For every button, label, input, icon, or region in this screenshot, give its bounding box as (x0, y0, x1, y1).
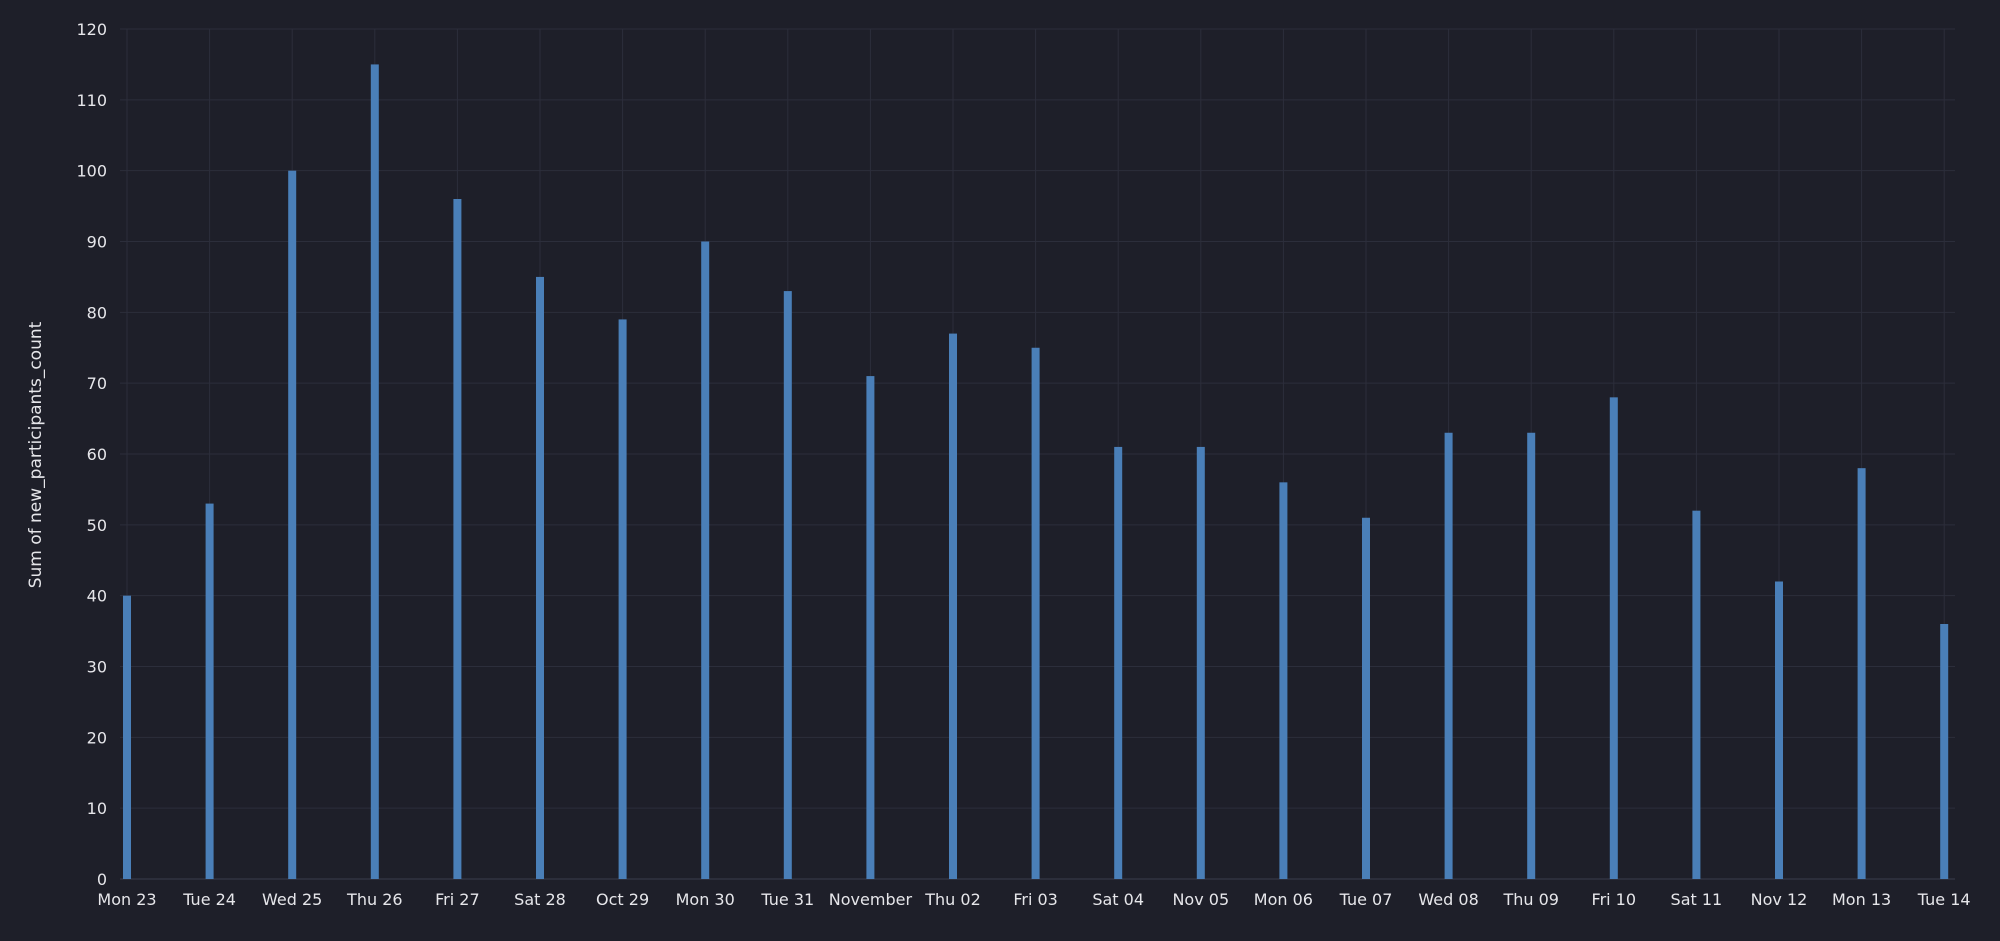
bar[interactable] (205, 503, 214, 879)
bar[interactable] (1114, 446, 1123, 879)
bar[interactable] (1857, 468, 1866, 879)
bar[interactable] (1031, 347, 1040, 879)
x-tick-label: November (829, 890, 913, 909)
x-tick-label: Sat 04 (1092, 890, 1144, 909)
x-tick-label: Thu 09 (1502, 890, 1559, 909)
bar[interactable] (1196, 446, 1205, 879)
y-tick-label: 60 (87, 445, 107, 464)
bar[interactable] (1940, 624, 1949, 879)
y-tick-label: 90 (87, 233, 107, 252)
y-tick-label: 40 (87, 587, 107, 606)
x-tick-label: Mon 06 (1254, 890, 1313, 909)
x-tick-label: Wed 08 (1418, 890, 1478, 909)
bar[interactable] (1444, 432, 1453, 879)
bar[interactable] (866, 376, 875, 879)
bar[interactable] (288, 170, 297, 879)
x-tick-label: Thu 02 (924, 890, 981, 909)
x-tick-label: Thu 26 (346, 890, 403, 909)
y-tick-label: 100 (76, 162, 107, 181)
y-tick-label: 50 (87, 516, 107, 535)
x-tick-label: Tue 31 (760, 890, 814, 909)
x-tick-label: Mon 23 (97, 890, 156, 909)
bar[interactable] (1527, 432, 1536, 879)
bars (123, 64, 1949, 880)
y-axis-ticks: 0 10 20 30 40 50 60 70 80 90 100 110 120 (76, 20, 107, 889)
x-tick-label: Oct 29 (596, 890, 649, 909)
x-tick-label: Nov 05 (1172, 890, 1229, 909)
y-axis-label: Sum of new_participants_count (26, 321, 46, 588)
y-tick-label: 10 (87, 799, 107, 818)
bar[interactable] (123, 595, 131, 879)
x-tick-label: Tue 07 (1339, 890, 1393, 909)
x-tick-label: Mon 13 (1832, 890, 1891, 909)
x-tick-label: Nov 12 (1751, 890, 1808, 909)
bar[interactable] (1775, 581, 1783, 880)
bar[interactable] (949, 333, 957, 879)
x-tick-label: Mon 30 (676, 890, 735, 909)
y-tick-label: 70 (87, 374, 107, 393)
bar[interactable] (453, 199, 462, 879)
x-tick-label: Sat 11 (1671, 890, 1723, 909)
y-tick-label: 120 (76, 20, 107, 39)
bar[interactable] (1279, 482, 1288, 879)
x-tick-label: Fri 10 (1592, 890, 1637, 909)
x-tick-label: Sat 28 (514, 890, 566, 909)
bar[interactable] (536, 276, 544, 880)
bar[interactable] (783, 291, 792, 879)
bar[interactable] (701, 241, 710, 880)
bar[interactable] (1362, 517, 1370, 879)
y-tick-label: 110 (76, 91, 107, 110)
x-tick-label: Tue 14 (1917, 890, 1971, 909)
y-tick-label: 0 (97, 870, 107, 889)
bar[interactable] (370, 64, 379, 879)
x-tick-label: Fri 27 (435, 890, 480, 909)
y-tick-label: 80 (87, 303, 107, 322)
bar[interactable] (618, 319, 627, 880)
y-tick-label: 30 (87, 658, 107, 677)
x-axis-ticks: Mon 23 Tue 24 Wed 25 Thu 26 Fri 27 Sat 28 Oct … (97, 890, 1970, 909)
y-tick-label: 20 (87, 728, 107, 747)
x-tick-label: Wed 25 (262, 890, 322, 909)
bar[interactable] (1692, 510, 1701, 879)
x-tick-label: Tue 24 (182, 890, 236, 909)
bar[interactable] (1609, 397, 1618, 879)
x-tick-label: Fri 03 (1013, 890, 1058, 909)
